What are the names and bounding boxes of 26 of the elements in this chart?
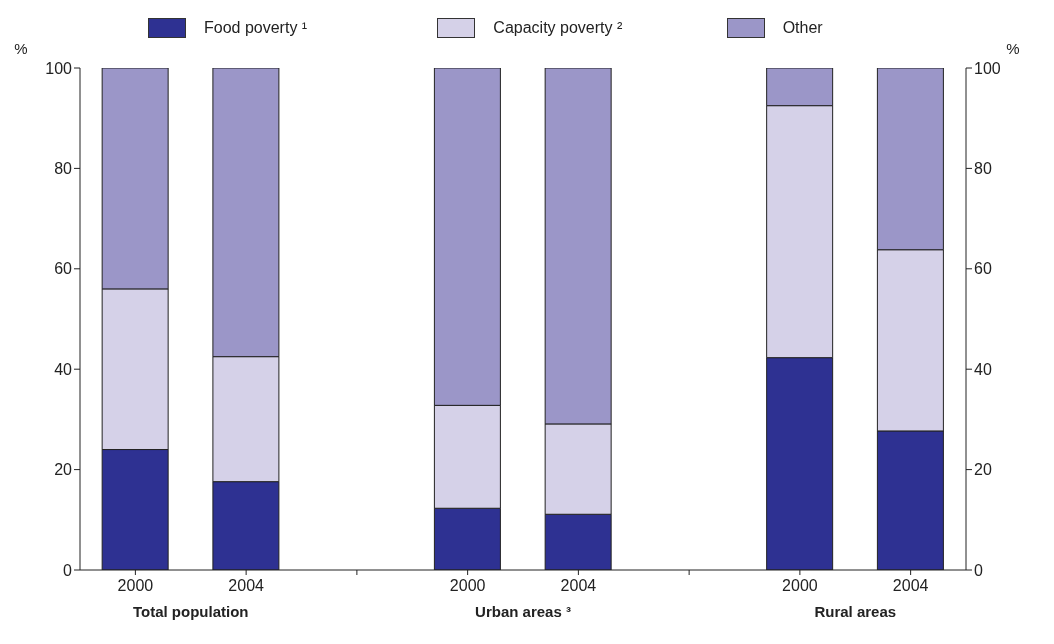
text: Rural areas — [814, 603, 897, 620]
y2-tick-label: 60 — [974, 260, 992, 278]
x-tick-label: 2000 — [449, 577, 486, 594]
legend-label: Food poverty ¹ — [204, 19, 308, 37]
x-tick-label: 2004 — [560, 577, 597, 594]
y-tick-label: 0 — [63, 561, 73, 579]
x-tick-label: 2000 — [117, 577, 154, 594]
y2-axis-title: % — [1006, 40, 1020, 57]
x-tick-label: 2004 — [228, 577, 265, 594]
y-tick-label: 60 — [54, 260, 73, 278]
y2-tick-label: 20 — [974, 461, 992, 479]
x-tick-label: 2000 — [782, 577, 818, 594]
y2-tick-label: 80 — [974, 160, 992, 178]
y2-tick-label: 100 — [974, 59, 1001, 77]
legend-label: Other — [782, 19, 823, 37]
text: Urban areas ³ — [475, 603, 571, 620]
x-tick-label: 2004 — [892, 577, 929, 594]
y2-tick-label: 0 — [974, 561, 983, 579]
y-tick-label: 100 — [45, 59, 73, 77]
y-tick-label: 20 — [54, 461, 73, 479]
y-tick-label: 80 — [54, 160, 73, 178]
text: Total population — [132, 603, 249, 620]
y2-tick-label: 40 — [974, 360, 992, 378]
legend-label: Capacity poverty ² — [493, 19, 623, 37]
y-axis-title: % — [14, 40, 28, 57]
y-tick-label: 40 — [54, 360, 73, 378]
